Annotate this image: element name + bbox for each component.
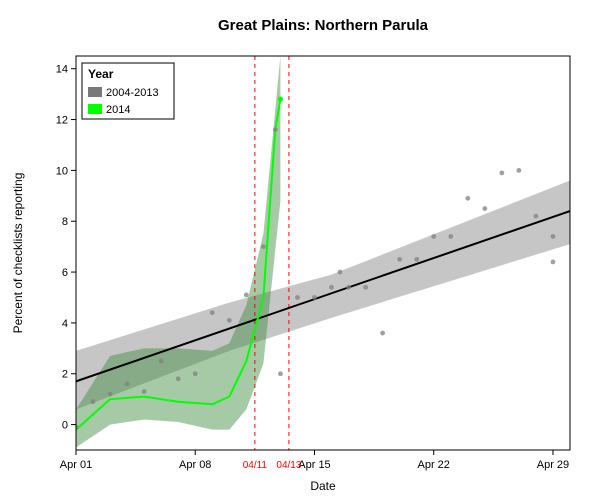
x-tick-label: Apr 01	[60, 459, 92, 471]
scatter-point	[312, 295, 317, 300]
y-tick-label: 0	[62, 420, 68, 432]
scatter-point	[244, 293, 249, 298]
scatter-point	[91, 399, 96, 404]
legend-item-label: 2014	[106, 104, 130, 116]
scatter-point	[431, 234, 436, 239]
scatter-point	[397, 257, 402, 262]
scatter-point	[346, 285, 351, 290]
scatter-point	[273, 127, 278, 132]
y-tick-label: 10	[56, 165, 68, 177]
y-tick-label: 8	[62, 216, 68, 228]
scatter-point	[414, 257, 419, 262]
scatter-point	[338, 270, 343, 275]
scatter-point	[516, 168, 521, 173]
scatter-point	[551, 234, 556, 239]
scatter-point	[210, 310, 215, 315]
x-tick-label: Apr 15	[298, 459, 330, 471]
marker-label: 04/13	[276, 460, 301, 471]
scatter-point	[142, 389, 147, 394]
scatter-point	[125, 382, 130, 387]
y-axis-title: Percent of checklists reporting	[11, 173, 25, 334]
scatter-point	[227, 318, 232, 323]
current-line-point	[278, 97, 283, 102]
scatter-point	[534, 214, 539, 219]
scatter-point	[108, 392, 113, 397]
scatter-point	[329, 285, 334, 290]
scatter-point	[159, 359, 164, 364]
y-tick-label: 4	[62, 318, 68, 330]
scatter-point	[193, 371, 198, 376]
y-tick-label: 14	[56, 64, 68, 76]
x-tick-label: Apr 08	[179, 459, 211, 471]
scatter-point	[295, 295, 300, 300]
chart-svg: Apr 01 Apr 08 Apr 15 Apr 22 Apr 29 0 2 4 6 8 10 12 1…	[0, 0, 600, 500]
x-axis-title: Date	[310, 479, 336, 493]
scatter-point	[448, 234, 453, 239]
y-tick-label: 12	[56, 115, 68, 127]
y-tick-label: 6	[62, 267, 68, 279]
legend-swatch	[88, 87, 102, 97]
scatter-point	[499, 171, 504, 176]
scatter-point	[176, 376, 181, 381]
x-tick-label: Apr 22	[418, 459, 450, 471]
scatter-point	[261, 244, 266, 249]
marker-label: 04/11	[243, 460, 268, 471]
legend-item-label: 2004-2013	[106, 87, 159, 99]
legend-title: Year	[88, 67, 114, 81]
scatter-point	[465, 196, 470, 201]
scatter-point	[363, 285, 368, 290]
scatter-point	[278, 371, 283, 376]
legend-swatch	[88, 104, 102, 114]
scatter-point	[482, 206, 487, 211]
y-tick-label: 2	[62, 369, 68, 381]
x-tick-label: Apr 29	[537, 459, 569, 471]
scatter-point	[551, 259, 556, 264]
chart-title: Great Plains: Northern Parula	[218, 17, 429, 34]
legend: Year 2004-2013 2014	[82, 63, 174, 119]
scatter-point	[380, 331, 385, 336]
